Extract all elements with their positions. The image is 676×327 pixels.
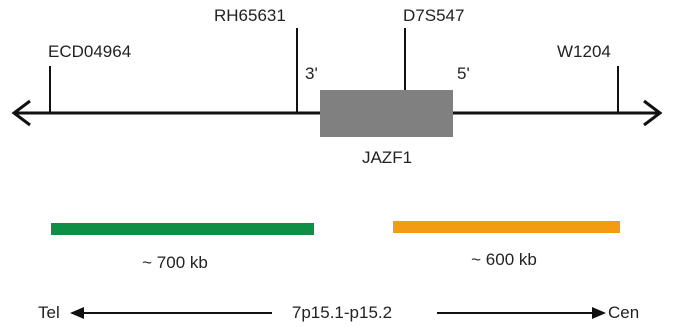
region-label-left: ~ 700 kb xyxy=(142,253,208,272)
marker-label-rh65631: RH65631 xyxy=(214,6,286,25)
axis-right-arrow-icon xyxy=(592,307,606,319)
axis-label-cen: Cen xyxy=(608,303,639,322)
right-arrowhead-icon xyxy=(643,99,663,127)
left-arrowhead-icon xyxy=(11,99,31,127)
axis-label-center: 7p15.1-p15.2 xyxy=(292,303,392,322)
marker-label-ecd04964: ECD04964 xyxy=(48,42,131,61)
gene-label-jazf1: JAZF1 xyxy=(362,148,412,167)
region-bar-left xyxy=(51,223,314,235)
marker-label-d7s547: D7S547 xyxy=(403,6,464,25)
gene-box-jazf1 xyxy=(320,90,453,137)
marker-label-w1204: W1204 xyxy=(557,42,611,61)
axis-left-arrow-icon xyxy=(70,307,84,319)
axis-label-tel: Tel xyxy=(38,303,60,322)
region-label-right: ~ 600 kb xyxy=(471,250,537,269)
gene-end-5-prime: 5' xyxy=(457,64,470,83)
region-bar-right xyxy=(393,221,620,233)
gene-end-3-prime: 3' xyxy=(305,64,318,83)
